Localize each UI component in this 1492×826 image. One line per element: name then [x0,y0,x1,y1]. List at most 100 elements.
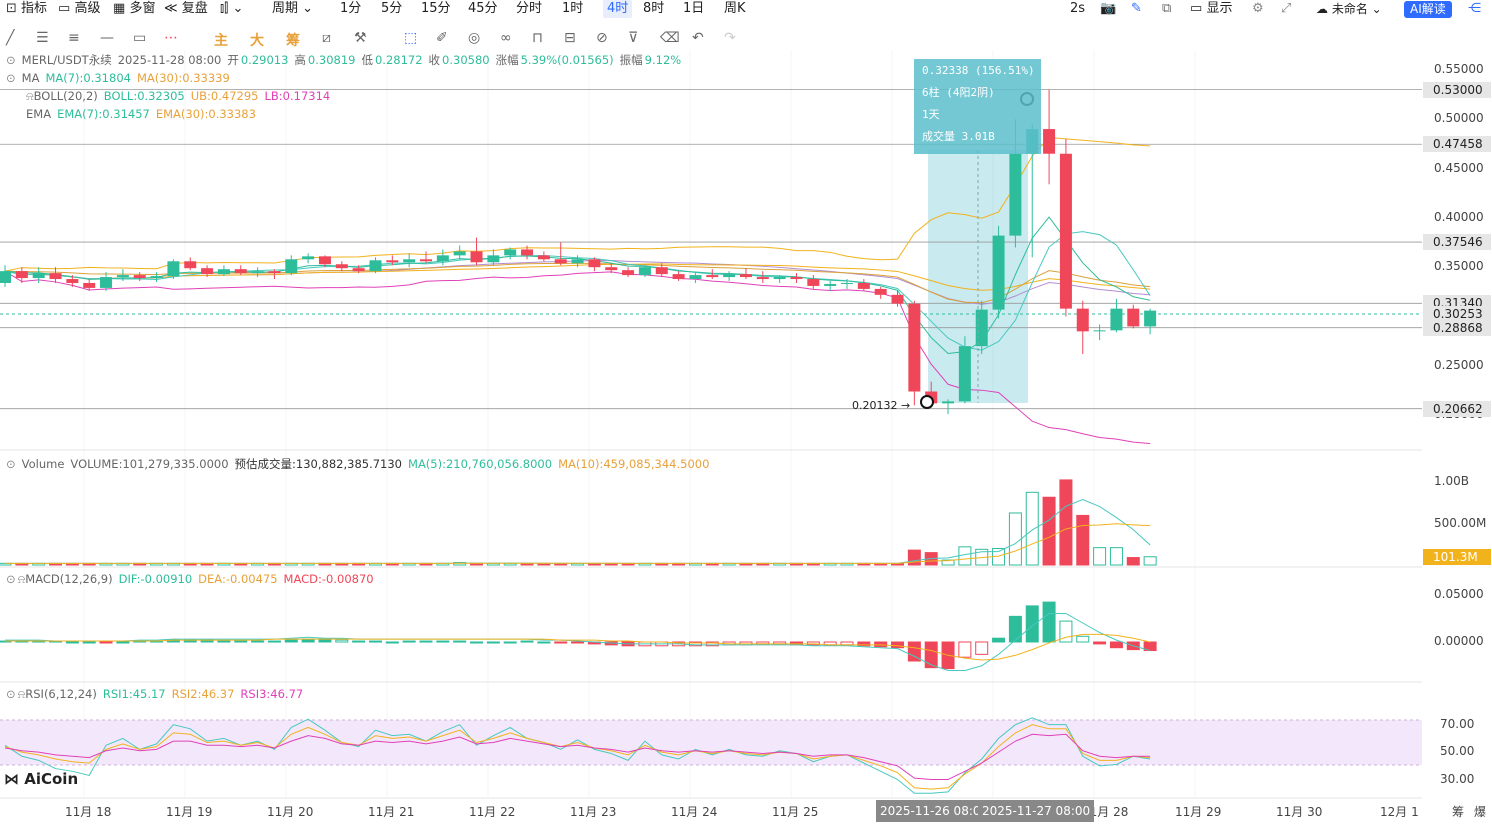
symbol-name: MERL/USDT永续 [21,53,112,67]
candle-body [217,269,230,275]
candle-body [335,264,348,269]
big-order-button[interactable]: 大 [250,33,264,49]
layout-name[interactable]: ☁ 未命名 ⌄ [1316,2,1382,16]
collapse-icon[interactable]: ⊙ [6,53,16,67]
candle-body [588,259,601,268]
macd-bar [520,640,534,643]
volume-bar [1126,557,1140,566]
undo-icon[interactable]: ↶ [692,30,704,46]
main-chart-button[interactable]: 主 [214,33,228,49]
chart-type-select[interactable]: ⫾⫿ ⌄ [220,0,243,18]
chip-button[interactable]: 筹 [286,33,300,49]
ma-legend[interactable]: ⊙ MA MA(7):0.31804 MA(30):0.33339 [6,70,236,86]
path-tool-icon[interactable]: ⋯ [164,30,178,46]
bell-icon: ⍾ [17,687,26,701]
multi-window-menu[interactable]: ▦ 多窗 [113,1,156,16]
macd-bar [368,640,382,643]
amplitude-value: 9.12% [644,53,682,67]
measure-tooltip: 0.32338 (156.51%) 6柱 (4阳2阴) 1天 成交量 3.01B [914,59,1041,154]
high-value: 0.30819 [307,53,356,67]
candle-body [66,279,79,283]
volume-bar [1093,547,1107,566]
ai-interpret-button[interactable]: AI解读 [1404,1,1452,18]
period-5[interactable]: 1时 [562,1,584,16]
candle-body [857,282,870,289]
line-tool-icon[interactable]: ╱ [6,30,15,46]
settings-icon[interactable]: ⚙ [1252,1,1264,16]
alert-icon[interactable]: ⊟ [564,30,576,46]
period-1[interactable]: 5分 [381,1,403,16]
volume-legend[interactable]: ⊙ Volume VOLUME:101,279,335.0000 预估成交量:130,… [6,456,715,472]
candle-body [655,267,668,275]
candle-body [807,279,820,286]
period-2[interactable]: 15分 [421,1,451,16]
redo-icon[interactable]: ↷ [724,30,736,46]
price-tag: 0.53000 [1423,81,1491,98]
candle-body [150,276,163,279]
display-button[interactable]: ▭ 显示 [1190,1,1233,16]
share-icon[interactable]: ⋲ [1468,1,1481,16]
liquidation-toggle[interactable]: 爆 [1474,805,1487,819]
period-4[interactable]: 分时 [516,1,543,16]
rectangle-icon[interactable]: ▭ [133,30,147,46]
fullscreen-icon[interactable]: ⤢ [1281,1,1292,16]
magnet-icon[interactable]: ⊘ [596,30,608,46]
macd-bar [705,641,719,647]
bar-date: 2025-11-28 08:00 [117,53,222,67]
macd-bar [992,637,1006,643]
horizontal-ray-icon[interactable]: — [100,30,114,46]
period-7[interactable]: 8时 [643,1,665,16]
price-axis[interactable] [1422,50,1492,826]
advanced-menu[interactable]: ▭ 高级 [58,1,101,16]
close-value: 0.30580 [442,53,490,67]
boll-lb-value: LB:0.17314 [264,89,331,103]
logo-icon: ⋈ [4,770,19,788]
macd-tick: 0.05000 [1434,586,1484,601]
refresh-rate[interactable]: 2s [1070,1,1086,16]
candle-body [891,294,904,304]
volume-bar [1109,547,1123,566]
filter-icon[interactable]: ⊽ [628,30,639,46]
measure-icon[interactable]: ⧄ [322,30,331,46]
horizontal-lines-icon[interactable]: ≡ [68,30,80,46]
select-icon[interactable]: ⬚ [404,30,418,46]
period-8[interactable]: 1日 [683,1,705,16]
pen-icon[interactable]: ✎ [1131,1,1142,16]
brush-icon[interactable]: ✐ [436,30,448,46]
candle-body [318,256,331,265]
macd-dif: DIF:-0.00910 [118,572,193,586]
period-3[interactable]: 45分 [468,1,498,16]
chip-toggle[interactable]: 筹 [1452,805,1465,819]
candle-body [622,270,635,276]
period-9[interactable]: 周K [724,1,746,16]
trash-icon[interactable]: ⌫ [660,30,680,46]
candle-body [992,235,1005,310]
rsi-legend[interactable]: ⊙ ⍾RSI(6,12,24) RSI1:45.17 RSI2:46.37 RSI3:4… [6,686,309,702]
candle-body [773,277,786,280]
price-tick: 0.55000 [1434,61,1484,76]
period-select[interactable]: 周期 ⌄ [272,1,314,16]
eye-icon[interactable]: ◎ [468,30,481,46]
period-0[interactable]: 1分 [340,1,362,16]
price-tag: 0.30253 [1423,306,1491,323]
replay-menu[interactable]: ≪ 复盘 [164,1,208,16]
tooltip-duration: 1天 [922,108,940,121]
lock-icon[interactable]: ⊓ [532,30,543,46]
price-tag: 0.28868 [1423,319,1491,336]
link-icon[interactable]: ∞ [500,30,512,46]
price-tick: 0.25000 [1434,357,1484,372]
copy-icon[interactable]: ⧉ [1162,1,1172,16]
volume-bars [0,479,1157,566]
parallel-lines-icon[interactable]: ☰ [36,30,49,46]
boll-legend[interactable]: ⍾BOLL(20,2) BOLL:0.32305 UB:0.47295 LB:0.17… [26,88,336,104]
ema-legend[interactable]: EMA EMA(7):0.31457 EMA(30):0.33383 [26,106,262,122]
volume-bar [1025,491,1039,566]
period-6[interactable]: 4时 [603,0,633,18]
indicator-menu[interactable]: ⊡ 指标 [6,1,48,16]
ruler-icon[interactable]: ⚒ [354,30,367,46]
camera-icon[interactable]: 📷 [1100,1,1117,16]
macd-bar [419,640,433,643]
macd-bar [503,641,517,644]
macd-legend[interactable]: ⊙ ⍾MACD(12,26,9) DIF:-0.00910 DEA:-0.00475 M… [6,571,380,587]
